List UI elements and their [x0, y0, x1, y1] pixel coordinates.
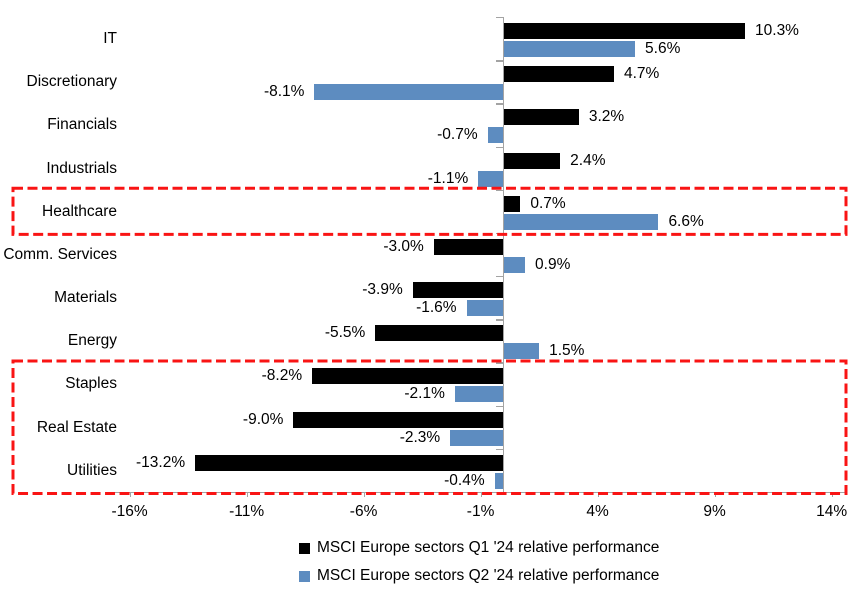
category-boundary-tick: [495, 405, 503, 407]
category-boundary-tick: [495, 276, 503, 278]
value-label-q1-staples: -8.2%: [261, 367, 303, 385]
x-tick--11: [246, 492, 248, 497]
bar-q1-industrials: [504, 152, 561, 169]
category-label-energy: Energy: [67, 332, 117, 350]
bar-q2-staples: [454, 386, 504, 403]
category-boundary-tick: [495, 491, 503, 494]
value-label-q1-financials: 3.2%: [588, 108, 625, 126]
category-label-financials: Financials: [47, 116, 117, 134]
legend-label-q1: MSCI Europe sectors Q1 '24 relative perf…: [317, 539, 660, 556]
bar-q1-real-estate: [293, 411, 504, 428]
value-label-q1-utilities: -13.2%: [136, 453, 186, 471]
category-boundary-tick: [495, 17, 503, 19]
legend-item-q1: MSCI Europe sectors Q1 '24 relative perf…: [299, 534, 659, 562]
bar-q2-real-estate: [450, 429, 504, 446]
legend-swatch-q1-icon: [299, 542, 310, 554]
legend-swatch-q2-icon: [299, 570, 310, 582]
value-label-q1-materials: -3.9%: [362, 281, 403, 299]
category-boundary-tick: [495, 362, 503, 364]
value-label-q1-comm-services: -3.0%: [383, 237, 424, 255]
x-tick-label-9: 9%: [703, 503, 726, 520]
bar-q2-industrials: [478, 170, 504, 187]
legend-item-q2: MSCI Europe sectors Q2 '24 relative perf…: [299, 562, 659, 590]
bar-q1-discretionary: [504, 66, 614, 83]
category-label-real-estate: Real Estate: [36, 418, 117, 436]
category-label-it: IT: [103, 30, 117, 47]
category-label-utilities: Utilities: [67, 461, 117, 479]
value-label-q1-industrials: 2.4%: [570, 151, 606, 169]
bar-q1-utilities: [195, 454, 504, 471]
category-boundary-tick: [495, 146, 503, 148]
bar-q1-staples: [312, 368, 504, 385]
legend-label-q2: MSCI Europe sectors Q2 '24 relative perf…: [317, 567, 660, 584]
value-label-q2-real-estate: -2.3%: [399, 428, 441, 446]
x-tick-label--16: -16%: [111, 503, 148, 520]
bar-q1-comm-services: [433, 238, 504, 255]
category-boundary-tick: [495, 448, 503, 451]
category-boundary-tick: [495, 60, 503, 62]
value-label-q2-comm-services: 0.9%: [535, 255, 571, 273]
category-label-industrials: Industrials: [46, 159, 117, 177]
x-tick-9: [714, 492, 716, 497]
value-label-q2-it: 5.6%: [645, 40, 681, 57]
value-label-q1-energy: -5.5%: [324, 324, 366, 342]
x-tick--6: [363, 492, 365, 497]
value-label-q1-real-estate: -9.0%: [242, 410, 284, 428]
x-tick-label--11: -11%: [229, 503, 265, 520]
category-label-discretionary: Discretionary: [26, 73, 117, 91]
value-label-q2-industrials: -1.1%: [427, 169, 469, 187]
value-label-q2-materials: -1.6%: [416, 299, 457, 317]
bar-q1-materials: [412, 282, 504, 299]
y-axis-zero-line: [502, 17, 504, 492]
value-label-q2-staples: -2.1%: [404, 385, 445, 403]
x-tick-label-4: 4%: [586, 503, 609, 520]
category-boundary-tick: [495, 189, 503, 192]
category-label-materials: Materials: [54, 289, 117, 307]
bar-q1-energy: [375, 325, 504, 342]
bar-q2-comm-services: [504, 256, 526, 273]
category-boundary-tick: [495, 319, 503, 321]
bar-q2-discretionary: [314, 84, 504, 101]
value-label-q2-utilities: -0.4%: [444, 471, 485, 489]
category-label-comm-services: Comm. Services: [3, 245, 117, 263]
bar-q1-it: [504, 23, 746, 39]
value-label-q1-discretionary: 4.7%: [623, 65, 660, 83]
value-label-q2-healthcare: 6.6%: [668, 212, 704, 230]
x-tick-14: [831, 492, 833, 497]
bar-q1-financials: [504, 109, 579, 126]
x-tick--16: [129, 492, 131, 497]
x-tick-label-14: 14%: [816, 503, 848, 520]
value-label-q2-discretionary: -8.1%: [263, 83, 305, 101]
x-tick-4: [597, 492, 599, 497]
bar-q2-healthcare: [504, 213, 659, 230]
bar-q2-materials: [466, 300, 504, 317]
bar-q1-healthcare: [504, 195, 521, 212]
value-label-q1-it: 10.3%: [755, 22, 799, 39]
value-label-q1-healthcare: 0.7%: [530, 194, 566, 212]
x-tick-label--6: -6%: [349, 503, 378, 520]
x-tick-label--1: -1%: [466, 503, 495, 520]
category-boundary-tick: [495, 103, 503, 105]
category-label-staples: Staples: [65, 375, 117, 393]
value-label-q2-financials: -0.7%: [437, 126, 478, 144]
legend: MSCI Europe sectors Q1 '24 relative perf…: [299, 534, 659, 590]
bar-q2-it: [504, 41, 636, 57]
healthcare-box: [11, 186, 848, 236]
bar-q2-energy: [504, 343, 540, 360]
bar-q2-financials: [487, 127, 504, 144]
x-tick--1: [480, 492, 482, 497]
category-label-healthcare: Healthcare: [42, 202, 117, 220]
value-label-q2-energy: 1.5%: [549, 342, 585, 360]
category-boundary-tick: [495, 232, 503, 235]
